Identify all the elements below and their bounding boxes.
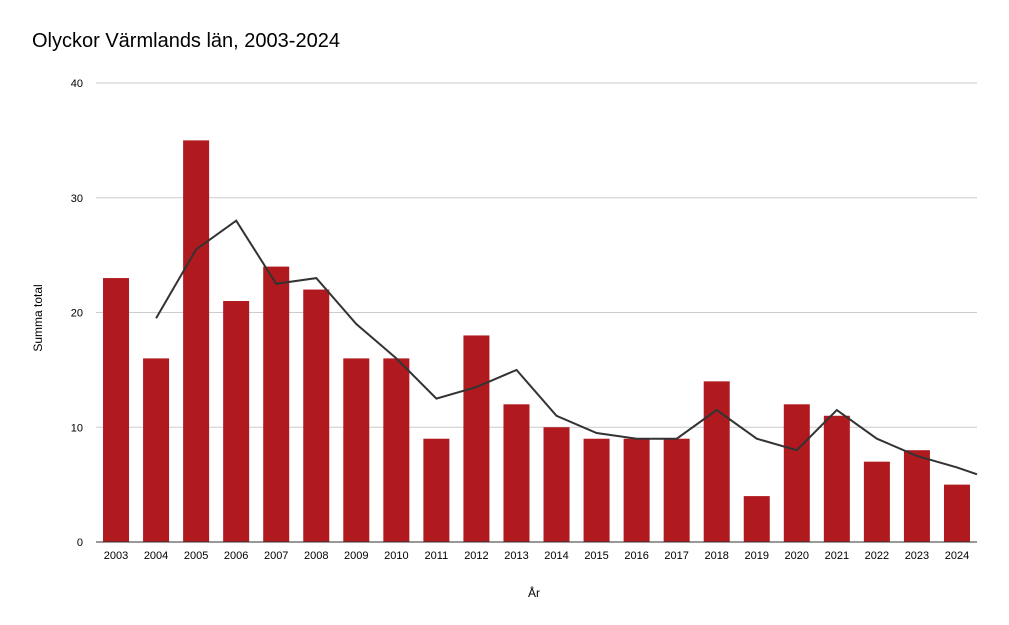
x-tick-label: 2022 [865,550,889,562]
y-tick-label: 30 [71,193,83,205]
y-tick-label: 0 [77,537,83,549]
chart-title: Olyckor Värmlands län, 2003-2024 [32,30,340,52]
x-tick-label: 2020 [785,550,809,562]
bar-2023 [903,450,930,542]
bar-2018 [703,381,730,542]
bar-2022 [863,461,890,542]
bar-2009 [343,358,370,542]
x-tick-label: 2004 [144,550,168,562]
x-tick-label: 2014 [544,550,568,562]
x-axis-label: År [528,586,540,600]
trend-line [155,219,978,476]
x-tick-label: 2013 [504,550,528,562]
bar-2006 [223,301,250,542]
bar-2005 [183,140,210,542]
y-tick-label: 40 [71,78,83,90]
x-tick-label: 2008 [304,550,328,562]
x-tick-label: 2003 [104,550,128,562]
x-tick-label: 2006 [224,550,248,562]
bar-2004 [143,358,170,542]
x-tick-label: 2023 [905,550,929,562]
bar-2014 [543,427,570,542]
bar-2007 [263,266,290,542]
x-tick-label: 2007 [264,550,288,562]
x-tick-label: 2019 [745,550,769,562]
x-tick-label: 2024 [945,550,969,562]
bar-2020 [783,404,810,542]
x-tick-label: 2015 [584,550,608,562]
bar-2003 [103,278,130,542]
bar-2012 [463,335,490,542]
x-tick-label: 2017 [664,550,688,562]
x-tick-label: 2016 [624,550,648,562]
bar-2008 [303,289,330,542]
x-tick-label: 2009 [344,550,368,562]
y-tick-label: 20 [71,308,83,320]
bar-2019 [743,496,770,542]
bar-2013 [503,404,530,542]
bar-2021 [823,415,850,542]
bar-2011 [423,438,450,542]
bar-2015 [583,438,610,542]
x-tick-label: 2011 [425,550,449,562]
bar-2024 [943,484,970,542]
bar-2017 [663,438,690,542]
x-tick-label: 2005 [184,550,208,562]
x-tick-label: 2018 [704,550,728,562]
x-tick-label: 2021 [825,550,849,562]
x-tick-label: 2010 [384,550,408,562]
bar-2016 [623,438,650,542]
y-tick-label: 10 [71,422,83,434]
bar-2010 [383,358,410,542]
x-tick-label: 2012 [464,550,488,562]
